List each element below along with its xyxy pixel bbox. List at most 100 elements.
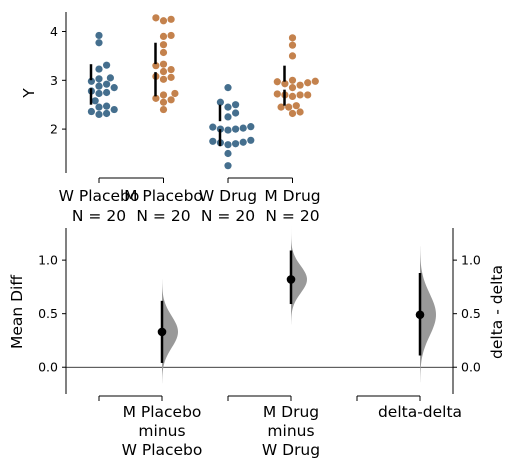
swarm-point <box>232 101 240 109</box>
comparison-label-line: M Placebo <box>123 403 202 421</box>
bootstrap-distribution-curve <box>162 279 178 384</box>
swarm-point <box>167 65 175 74</box>
group-label-name: M Placebo <box>124 187 203 205</box>
swarm-point <box>224 141 232 149</box>
right-y-tick-label: 0.5 <box>461 306 481 321</box>
bottom-y-tick-label: 1.0 <box>38 253 58 268</box>
comparison-label-line: minus <box>138 422 185 440</box>
swarm-point <box>296 81 304 89</box>
swarm-point <box>95 110 103 119</box>
top-y-ticks: 2 3 4 <box>50 24 66 137</box>
swarm-point <box>103 88 111 97</box>
swarm-point <box>95 31 103 40</box>
bootstrap-distribution-curve <box>420 246 436 383</box>
swarm-point <box>239 138 247 146</box>
swarm-point <box>273 90 281 98</box>
right-y-tick-label: 0.0 <box>461 360 481 375</box>
swarm-point <box>87 77 95 85</box>
bottom-y-tick-label: 0.5 <box>38 306 58 321</box>
swarm-point <box>91 97 99 105</box>
swarm-point <box>159 91 168 99</box>
swarm-point <box>152 14 160 22</box>
bottom-right-y-ticks: 0.0 0.5 1.0 <box>453 253 481 375</box>
swarm-point <box>159 75 168 83</box>
bottom-right-y-axis-label: delta - delta <box>488 265 506 359</box>
swarm-point <box>288 34 297 42</box>
comparison-label-line: W Drug <box>262 441 320 459</box>
swarm-point <box>106 74 114 82</box>
swarm-point <box>224 126 232 134</box>
swarm-point <box>152 94 160 102</box>
group-label-count: N = 20 <box>72 207 126 225</box>
bootstrap-distribution-curve <box>291 225 307 325</box>
top-sd-bars <box>89 42 286 147</box>
swarm-point <box>209 123 217 131</box>
effect-size-point <box>415 310 425 320</box>
swarm-point <box>239 124 247 132</box>
swarm-point <box>224 113 232 121</box>
swarm-point <box>159 48 168 57</box>
swarm-point <box>103 102 111 110</box>
bootstrap-distributions <box>162 225 436 384</box>
swarm-point <box>304 91 312 99</box>
bottom-y-axis-label: Mean Diff <box>8 275 26 349</box>
swarm-point <box>224 84 232 92</box>
swarm-point <box>232 125 240 133</box>
swarm-point <box>103 109 111 118</box>
swarm-point <box>167 73 175 81</box>
swarm-point <box>103 80 111 88</box>
swarm-point <box>110 105 118 114</box>
swarm-point <box>159 67 168 76</box>
top-swarm-panel: 2 3 4 Y W Placebo N = 20 M Placebo N = 20 W Dr… <box>20 12 321 225</box>
swarm-point <box>224 103 232 111</box>
swarm-point <box>311 77 319 85</box>
swarm-point <box>167 31 175 40</box>
group-label-name: M Drug <box>264 187 320 205</box>
swarm-point <box>159 17 168 25</box>
swarm-point <box>216 125 224 133</box>
swarm-point <box>292 102 300 110</box>
swarm-point <box>110 84 118 92</box>
comparison-label-line: delta-delta <box>378 403 462 421</box>
swarm-point <box>159 41 168 49</box>
effect-size-point <box>157 327 167 337</box>
top-y-axis-label: Y <box>20 88 38 99</box>
swarm-point <box>288 76 297 84</box>
swarm-point <box>103 61 111 69</box>
swarm-point <box>288 84 297 92</box>
swarm-point <box>216 98 224 106</box>
swarm-point <box>95 103 103 111</box>
bottom-delta-panel: 0.0 0.5 1.0 0.0 0.5 1.0 Mean Diff delta - de… <box>8 225 506 459</box>
comparison-label-line: minus <box>267 422 314 440</box>
effect-size-point <box>286 275 296 284</box>
swarm-point <box>304 79 312 87</box>
group-label-count: N = 20 <box>201 207 255 225</box>
ci-bars <box>157 250 425 363</box>
swarm-point <box>171 89 179 98</box>
swarm-point <box>152 62 160 70</box>
swarm-point <box>232 140 240 148</box>
swarm-point <box>159 60 168 68</box>
bottom-comparison-brackets <box>98 395 421 401</box>
swarm-point <box>288 52 297 60</box>
swarm-point <box>296 91 304 99</box>
top-y-tick-label: 2 <box>50 122 58 137</box>
top-group-brackets <box>98 177 293 183</box>
swarm-point <box>288 109 297 118</box>
right-y-tick-label: 1.0 <box>461 253 481 268</box>
swarm-point <box>95 89 103 98</box>
comparison-label-line: M Drug <box>263 403 319 421</box>
group-label-name: W Placebo <box>59 187 140 205</box>
swarm-point <box>95 65 103 73</box>
swarm-point <box>288 92 297 101</box>
bottom-y-tick-label: 0.0 <box>38 360 58 375</box>
swarm-point <box>95 75 103 83</box>
swarm-point <box>224 149 232 158</box>
swarm-point <box>87 107 95 116</box>
swarm-point <box>224 162 232 170</box>
swarm-point <box>285 103 293 111</box>
top-swarm-points <box>87 14 319 170</box>
swarm-point <box>296 108 304 116</box>
